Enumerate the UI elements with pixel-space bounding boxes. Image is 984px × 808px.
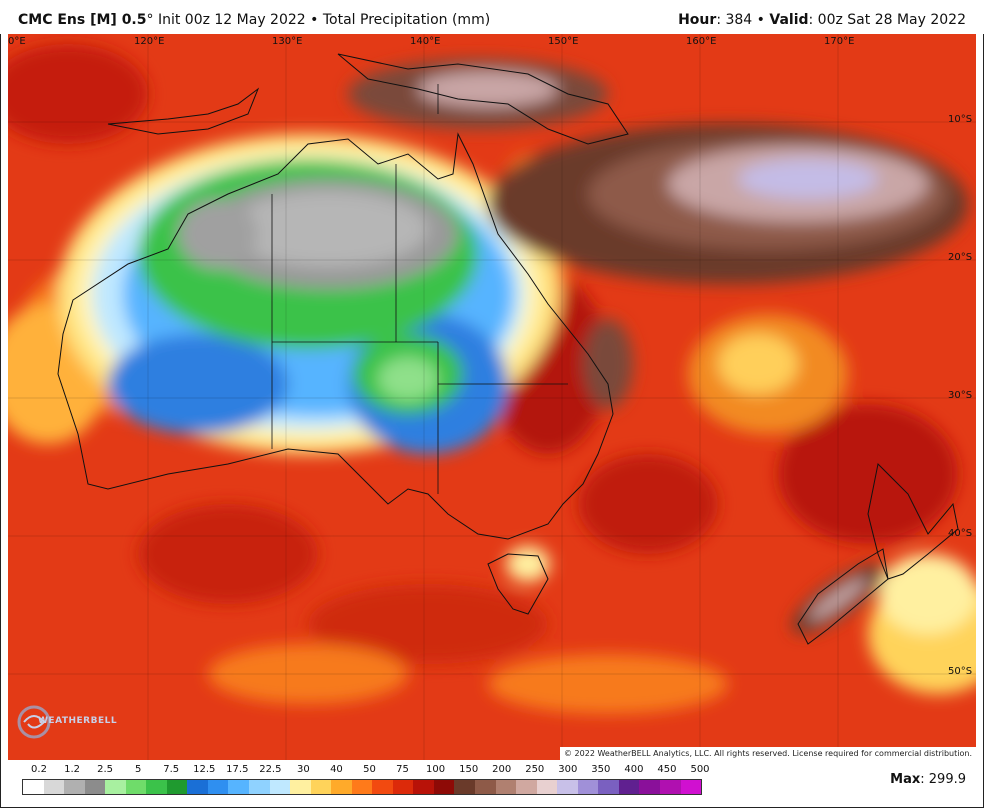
legend-tick-label: 17.5 [226,764,249,775]
legend-swatch [392,780,414,794]
legend-swatch [331,780,352,794]
legend-swatch [249,780,270,794]
coastlines [57,53,959,645]
legend-swatch [516,780,537,794]
legend-tick-label: 150 [459,764,479,775]
legend-swatch [372,780,393,794]
legend-swatch [187,780,208,794]
legend-tick-label: 2.5 [97,764,114,775]
legend-tick-label: 200 [492,764,512,775]
legend-tick-label: 50 [363,764,376,775]
lon-label-150: 150°E [548,36,579,47]
legend-tick-label: 0.2 [31,764,47,775]
lon-label-120: 120°E [134,36,165,47]
legend-swatch [207,780,229,794]
legend-tick-label: 40 [330,764,343,775]
legend-swatch [166,780,188,794]
degree-symbol: ° [146,12,154,28]
legend-tick-label: 75 [396,764,409,775]
legend-swatch [228,780,250,794]
separator-2: • [756,12,765,28]
weatherbell-logo: WEATHERBELL [14,702,117,740]
legend-swatch [43,780,65,794]
legend-swatch [269,780,291,794]
init-time: Init 00z 12 May 2022 [157,12,306,28]
legend-swatch [557,780,578,794]
copyright-notice: © 2022 WeatherBELL Analytics, LLC. All r… [560,747,976,760]
legend-swatch [310,780,332,794]
lat-label-30s: 30°S [948,390,973,401]
legend-swatch [290,780,311,794]
legend-tick-label: 12.5 [193,764,216,775]
max-number: : 299.9 [920,772,966,787]
precipitation-map[interactable]: 0°E 120°E 130°E 140°E 150°E 160°E 170°E … [8,34,976,760]
legend-tick-label: 350 [591,764,611,775]
hour-value: : 384 [716,12,753,28]
legend-labels: 0.2 1.2 2.5 5 7.5 12.5 17.5 22.5 30 40 50 75 100 150 2… [22,764,710,778]
lon-label-160: 160°E [686,36,717,47]
legend-swatch [84,780,106,794]
legend-swatch [475,780,496,794]
legend-tick-label: 300 [558,764,578,775]
lat-label-20s: 20°S [948,252,973,263]
legend-swatch [536,780,558,794]
lon-label-170: 170°E [824,36,855,47]
lon-label-0: 0°E [8,36,26,47]
map-graphic [8,34,976,760]
legend-swatch [413,780,434,794]
separator: • [310,12,319,28]
legend-swatch [23,780,44,794]
legend-tick-label: 30 [297,764,310,775]
legend-tick-label: 100 [426,764,446,775]
precip-field [8,44,976,714]
legend-tick-label: 450 [657,764,677,775]
legend-swatch [639,780,660,794]
product-name: Total Precipitation (mm) [322,12,491,28]
max-value: Max: 299.9 [890,772,966,787]
legend-tick-label: 400 [624,764,644,775]
legend-swatch [598,780,619,794]
lat-label-50s: 50°S [948,666,973,677]
state-borders [271,84,568,494]
lat-label-10s: 10°S [948,114,973,125]
hour-label: Hour [678,12,717,28]
graticule [8,34,976,760]
lon-label-130: 130°E [272,36,303,47]
legend-swatch [680,780,702,794]
legend-tick-label: 5 [134,764,142,775]
legend-swatch [105,780,126,794]
legend-swatch [454,780,476,794]
legend-swatch [433,780,455,794]
legend-swatch [659,780,681,794]
model-name: CMC Ens [M] 0.5 [18,12,147,28]
legend-tick-label: 500 [690,764,710,775]
legend-tick-label: 7.5 [163,764,180,775]
legend-tick-label: 250 [525,764,545,775]
logo-text: WEATHERBELL [38,716,118,726]
map-title: CMC Ens [M] 0.5° Init 00z 12 May 2022 • … [18,12,490,28]
valid-label: Valid [769,12,809,28]
legend-swatch [146,780,167,794]
legend-swatch [495,780,517,794]
header: CMC Ens [M] 0.5° Init 00z 12 May 2022 • … [0,0,984,34]
valid-value: : 00z Sat 28 May 2022 [808,12,966,28]
lat-label-40s: 40°S [948,528,973,539]
logo-swirl-icon [17,705,51,739]
precipitation-legend: 0.2 1.2 2.5 5 7.5 12.5 17.5 22.5 30 40 50 75 100 150 2… [22,764,712,804]
legend-tick-label: 22.5 [259,764,282,775]
legend-swatch [618,780,640,794]
legend-swatch [64,780,85,794]
max-label: Max [890,772,921,787]
legend-swatch [577,780,599,794]
valid-info: Hour: 384 • Valid: 00z Sat 28 May 2022 [678,12,966,28]
legend-colorbar [22,779,702,795]
legend-tick-label: 1.2 [64,764,80,775]
lon-label-140: 140°E [410,36,441,47]
legend-swatch [351,780,373,794]
legend-swatch [125,780,147,794]
